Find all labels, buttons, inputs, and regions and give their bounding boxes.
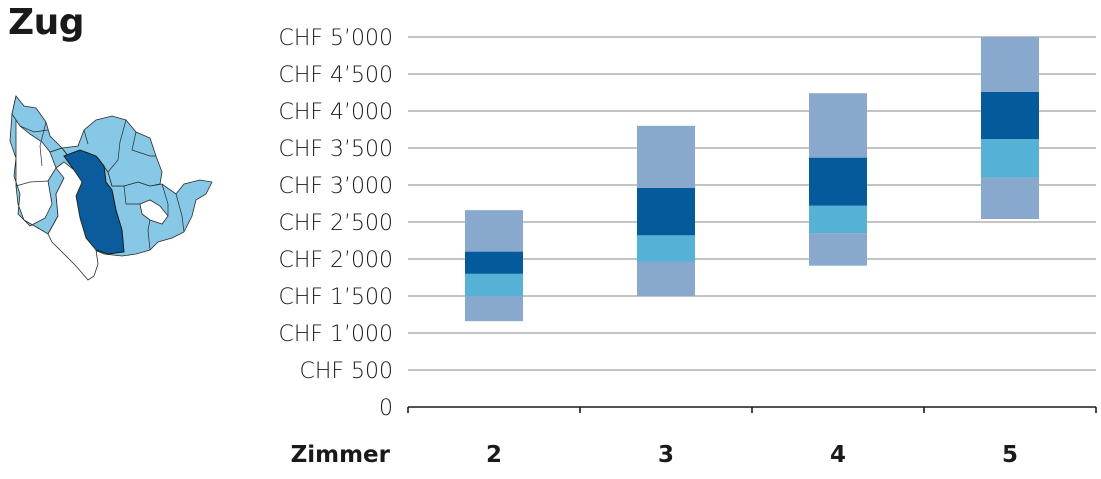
y-tick-label: CHF 4’000 bbox=[278, 100, 393, 125]
bar-segment bbox=[465, 273, 523, 296]
y-tick-label: CHF 500 bbox=[299, 359, 393, 384]
x-tick-label: 5 bbox=[1002, 442, 1018, 468]
map-borders bbox=[15, 119, 185, 251]
y-tick-label: CHF 5’000 bbox=[278, 26, 393, 51]
bar-5 bbox=[981, 37, 1039, 220]
x-tick-label: 3 bbox=[658, 442, 674, 468]
x-tick-label: 4 bbox=[830, 442, 846, 468]
bar-3 bbox=[637, 125, 695, 296]
y-tick-label: CHF 1’500 bbox=[278, 285, 393, 310]
bar-segment bbox=[809, 233, 867, 266]
bar-segment bbox=[637, 261, 695, 296]
y-tick-label: CHF 4’500 bbox=[278, 63, 393, 88]
bar-segment bbox=[809, 93, 867, 158]
bar-segment bbox=[981, 37, 1039, 92]
map-lake bbox=[47, 161, 99, 281]
x-tick-label: 2 bbox=[486, 442, 502, 468]
canton-zug-map-icon bbox=[9, 95, 213, 281]
y-tick-label: CHF 3’500 bbox=[278, 137, 393, 162]
bar-4 bbox=[809, 93, 867, 266]
x-axis-title: Zimmer bbox=[291, 442, 391, 468]
y-tick-label: CHF 2’000 bbox=[278, 248, 393, 273]
axis-labels: 0 CHF 500 CHF 1’000 CHF 1’500 CHF 2’000 CHF 2… bbox=[278, 26, 1018, 468]
bars bbox=[465, 37, 1039, 322]
bar-segment bbox=[809, 205, 867, 234]
bar-segment bbox=[465, 251, 523, 274]
x-axis bbox=[407, 406, 1097, 413]
bar-segment bbox=[809, 157, 867, 206]
map-lake-east bbox=[139, 199, 169, 225]
bar-segment bbox=[465, 210, 523, 252]
y-tick-label: CHF 2’500 bbox=[278, 211, 393, 236]
y-tick-label: CHF 3’000 bbox=[278, 174, 393, 199]
bar-segment bbox=[637, 125, 695, 188]
y-tick-label: 0 bbox=[379, 396, 393, 421]
bar-segment bbox=[637, 235, 695, 262]
y-tick-label: CHF 1’000 bbox=[278, 322, 393, 347]
page-title: Zug bbox=[8, 2, 85, 43]
bar-segment bbox=[465, 296, 523, 322]
bar-segment bbox=[981, 91, 1039, 140]
bar-segment bbox=[981, 177, 1039, 220]
bar-segment bbox=[637, 187, 695, 236]
bar-segment bbox=[981, 139, 1039, 178]
bar-2 bbox=[465, 210, 523, 322]
